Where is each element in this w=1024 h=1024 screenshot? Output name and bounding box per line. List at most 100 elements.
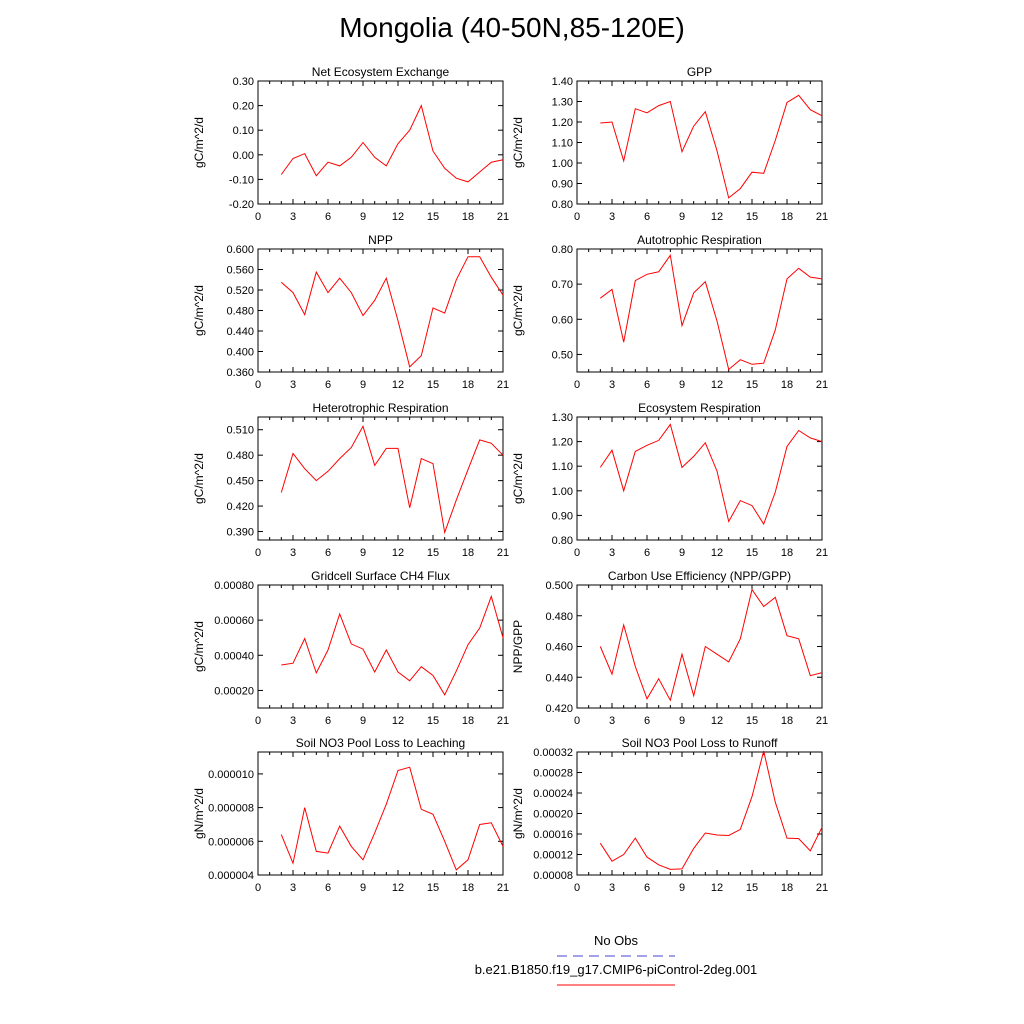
x-tick-label: 15 [746, 379, 758, 391]
plot-title: Heterotrophic Respiration [312, 401, 448, 415]
y-tick-label: 1.20 [552, 117, 573, 129]
y-tick-label: 0.00040 [214, 650, 254, 662]
x-tick-label: 3 [609, 547, 615, 559]
x-tick-label: 9 [679, 715, 685, 727]
x-tick-label: 0 [255, 211, 261, 223]
y-tick-label: 0.00016 [533, 829, 573, 841]
y-tick-label: 0.00028 [533, 768, 573, 780]
y-tick-label: 0.000004 [208, 870, 254, 882]
x-tick-label: 0 [574, 379, 580, 391]
x-tick-label: 12 [711, 547, 723, 559]
x-tick-label: 21 [816, 211, 828, 223]
x-tick-label: 3 [609, 379, 615, 391]
y-tick-label: 1.30 [552, 97, 573, 109]
data-line [280, 256, 504, 368]
y-tick-label: 0.520 [226, 285, 254, 297]
plot-frame [257, 584, 504, 709]
plot-frame [576, 584, 823, 709]
x-tick-label: 15 [746, 882, 758, 894]
x-tick-label: 15 [427, 211, 439, 223]
figure-title: Mongolia (40-50N,85-120E) [339, 12, 685, 43]
y-tick-label: 0.50 [552, 349, 573, 361]
y-tick-label: 1.30 [552, 412, 573, 424]
x-tick-label: 6 [325, 547, 331, 559]
y-axis-label: gC/m^2/d [192, 453, 206, 504]
x-tick-label: 12 [392, 211, 404, 223]
plot-frame [576, 751, 823, 876]
data-line [600, 94, 823, 199]
plot-title: Carbon Use Efficiency (NPP/GPP) [608, 569, 791, 583]
y-tick-label: 0.80 [552, 244, 573, 256]
data-line [599, 254, 823, 371]
x-tick-label: 15 [427, 882, 439, 894]
x-tick-label: 6 [325, 379, 331, 391]
y-tick-label: 0.90 [552, 510, 573, 522]
data-line [599, 588, 823, 702]
y-tick-label: 0.00020 [533, 809, 573, 821]
y-tick-label: -0.20 [229, 199, 254, 211]
x-tick-label: 15 [746, 211, 758, 223]
x-tick-label: 9 [679, 882, 685, 894]
y-tick-label: 0.480 [226, 306, 254, 318]
x-tick-label: 12 [711, 715, 723, 727]
x-tick-label: 18 [781, 715, 793, 727]
y-tick-label: 0.70 [552, 279, 573, 291]
y-tick-label: 1.40 [552, 76, 573, 88]
y-tick-label: 0.510 [226, 425, 254, 437]
y-axis-label: gC/m^2/d [511, 285, 525, 336]
x-tick-label: 9 [360, 715, 366, 727]
y-tick-label: 0.000006 [208, 836, 254, 848]
data-line [280, 425, 504, 535]
y-tick-label: 0.420 [226, 501, 254, 513]
y-axis-label: NPP/GPP [511, 620, 525, 673]
y-tick-label: 0.560 [226, 265, 254, 277]
x-tick-label: 21 [816, 379, 828, 391]
x-tick-label: 12 [711, 882, 723, 894]
x-tick-label: 0 [255, 547, 261, 559]
x-tick-label: 0 [574, 715, 580, 727]
x-tick-label: 6 [325, 715, 331, 727]
y-tick-label: 0.80 [552, 535, 573, 547]
x-tick-label: 12 [392, 882, 404, 894]
data-line [599, 423, 823, 526]
y-tick-label: 0.500 [545, 580, 573, 592]
y-tick-label: 0.00 [233, 150, 254, 162]
x-tick-label: 6 [325, 211, 331, 223]
x-tick-label: 21 [816, 715, 828, 727]
y-tick-label: 0.30 [233, 76, 254, 88]
x-tick-label: 9 [360, 882, 366, 894]
x-tick-label: 6 [644, 211, 650, 223]
y-axis-label: gC/m^2/d [192, 285, 206, 336]
x-tick-label: 15 [427, 715, 439, 727]
y-tick-label: 0.00024 [533, 788, 573, 800]
x-tick-label: 21 [497, 379, 509, 391]
y-tick-label: 1.00 [552, 486, 573, 498]
data-line [599, 750, 823, 870]
x-tick-label: 3 [290, 547, 296, 559]
x-tick-label: 18 [462, 379, 474, 391]
y-tick-label: 1.10 [552, 461, 573, 473]
x-tick-label: 21 [497, 547, 509, 559]
x-tick-label: 15 [427, 379, 439, 391]
x-tick-label: 9 [679, 379, 685, 391]
plot-frame [257, 248, 504, 373]
x-tick-label: 21 [816, 547, 828, 559]
plot-title: Autotrophic Respiration [637, 233, 762, 247]
x-tick-label: 12 [711, 379, 723, 391]
x-tick-label: 9 [679, 547, 685, 559]
x-tick-label: 21 [497, 715, 509, 727]
data-line [280, 766, 504, 871]
x-tick-label: 12 [711, 211, 723, 223]
y-tick-label: 0.600 [226, 244, 254, 256]
y-tick-label: -0.10 [229, 174, 254, 186]
plot-title: NPP [368, 233, 393, 247]
x-tick-label: 21 [497, 211, 509, 223]
x-tick-label: 0 [255, 882, 261, 894]
y-tick-label: 0.00080 [214, 580, 254, 592]
x-tick-label: 3 [609, 211, 615, 223]
y-tick-label: 1.10 [552, 138, 573, 150]
y-tick-label: 0.80 [552, 199, 573, 211]
y-tick-label: 0.400 [226, 347, 254, 359]
x-tick-label: 6 [644, 715, 650, 727]
